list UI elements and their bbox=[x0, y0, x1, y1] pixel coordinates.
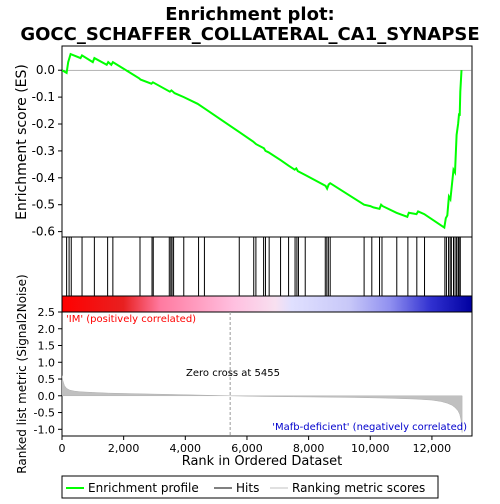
metric-y-tick-label: 1.0 bbox=[38, 356, 56, 369]
metric-y-tick-label: -0.5 bbox=[34, 407, 55, 420]
es-y-axis-label: Enrichment score (ES) bbox=[14, 64, 30, 220]
hit-markers bbox=[66, 237, 461, 296]
rank-x-tick-label: 10,000 bbox=[351, 442, 390, 455]
es-y-axis: 0.0 -0.1 -0.2 -0.3 -0.4 -0.5 -0.6 bbox=[32, 63, 62, 239]
legend-box bbox=[61, 475, 439, 499]
metric-y-tick-label: -1.0 bbox=[34, 423, 55, 436]
negative-correlation-label: 'Mafb-deficient' (negatively correlated) bbox=[272, 422, 467, 433]
chart-title-line1: Enrichment plot: bbox=[165, 4, 335, 25]
rank-x-axis: 0 2,000 4,000 6,000 8,000 10,000 12,000 bbox=[59, 436, 452, 455]
legend-label: Hits bbox=[236, 481, 259, 495]
metric-y-tick-label: 2.0 bbox=[38, 323, 56, 336]
rank-gradient-bar bbox=[61, 295, 473, 313]
metric-y-axis: 2.5 2.0 1.5 1.0 0.5 0.0 -0.5 -1.0 bbox=[34, 306, 62, 436]
rank-x-tick-label: 8,000 bbox=[293, 442, 325, 455]
metric-plot-area bbox=[61, 311, 473, 437]
ranking-metric-area bbox=[62, 375, 463, 433]
rank-x-tick-label: 12,000 bbox=[413, 442, 452, 455]
hits-panel bbox=[61, 236, 473, 297]
legend-label: Enrichment profile bbox=[88, 481, 199, 495]
metric-y-tick-label: 0.5 bbox=[38, 373, 56, 386]
legend: Enrichment profile Hits Ranking metric sco… bbox=[66, 481, 425, 495]
rank-x-tick-label: 2,000 bbox=[108, 442, 140, 455]
zero-cross-label: Zero cross at 5455 bbox=[186, 368, 280, 379]
rank-x-tick-label: 4,000 bbox=[170, 442, 202, 455]
rank-x-axis-label: Rank in Ordered Dataset bbox=[182, 454, 343, 469]
es-y-tick-label: -0.3 bbox=[32, 144, 55, 158]
es-y-tick-label: -0.6 bbox=[32, 225, 55, 239]
es-y-tick-label: -0.1 bbox=[32, 90, 55, 104]
positive-correlation-label: 'IM' (positively correlated) bbox=[66, 314, 196, 325]
es-y-tick-label: -0.2 bbox=[32, 117, 55, 131]
enrichment-profile-line bbox=[62, 52, 463, 230]
legend-label: Ranking metric scores bbox=[292, 481, 425, 495]
rank-x-tick-label: 0 bbox=[59, 442, 66, 455]
chart-title-line2: GOCC_SCHAFFER_COLLATERAL_CA1_SYNAPSE bbox=[20, 24, 479, 45]
metric-y-axis-label: Ranked list metric (Signal2Noise) bbox=[15, 274, 29, 473]
metric-y-tick-label: 1.5 bbox=[38, 340, 56, 353]
metric-y-tick-label: 0.0 bbox=[38, 390, 56, 403]
es-plot-area bbox=[61, 45, 473, 238]
metric-y-tick-label: 2.5 bbox=[38, 306, 56, 319]
es-y-tick-label: 0.0 bbox=[36, 63, 55, 77]
rank-x-tick-label: 6,000 bbox=[231, 442, 263, 455]
es-y-tick-label: -0.5 bbox=[32, 198, 55, 212]
es-y-tick-label: -0.4 bbox=[32, 171, 55, 185]
